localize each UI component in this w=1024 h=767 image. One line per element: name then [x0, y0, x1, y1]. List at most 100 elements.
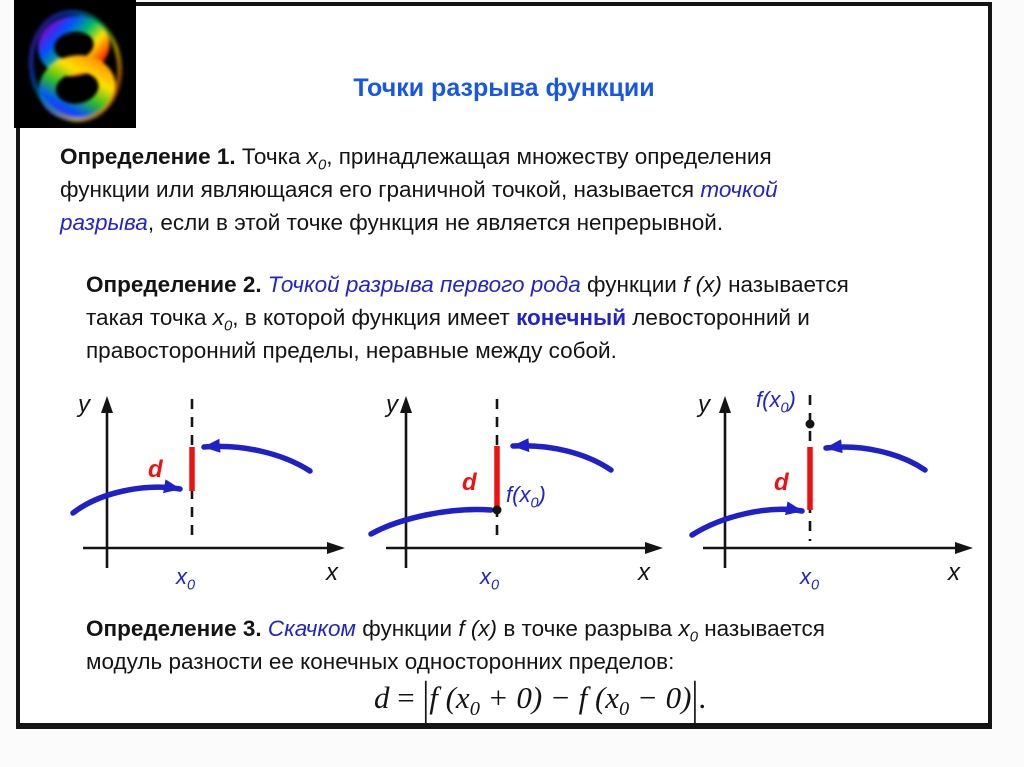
- left-limit-curve: [70, 479, 183, 516]
- definition-2-heading: Определение 2.: [86, 272, 262, 297]
- text-run: левосторонний и: [632, 305, 810, 330]
- formula-f2: f (x: [578, 680, 620, 715]
- definition-2-line-2: такая точка x0, в которой функция имеет …: [86, 301, 849, 334]
- text-run: , если в этой точке функция не является …: [147, 210, 724, 235]
- text-run: функции: [587, 272, 677, 297]
- formula-d: d: [373, 680, 390, 715]
- graph-jump-value-left: y x x0 d f(x0): [348, 383, 668, 598]
- text-run: , принадлежащая множеству определения: [326, 144, 772, 169]
- x0-base: x: [176, 564, 187, 589]
- x-axis-label: x: [638, 559, 650, 586]
- text-run: модуль разности ее конечных односторонни…: [86, 649, 675, 674]
- text-run: Точка: [241, 144, 301, 169]
- math-func-fx: f (x): [458, 616, 498, 641]
- definition-3-line-1: Определение 3. Скачком функции f (x) в т…: [86, 612, 825, 645]
- text-run: правосторонний пределы, неравные между с…: [86, 338, 617, 363]
- math-var-x: x: [306, 144, 318, 169]
- x-axis-arrow: [327, 542, 345, 554]
- abs-bar-open: |: [422, 673, 430, 728]
- x0-sub: 0: [491, 577, 500, 594]
- math-var-sub: 0: [317, 157, 327, 174]
- x0-label: x0: [480, 564, 500, 594]
- left-limit-curve: [368, 506, 494, 537]
- graph-3-canvas: [689, 395, 973, 568]
- text-run: такая точка: [86, 305, 207, 330]
- x0-label: x0: [800, 564, 820, 594]
- slide-canvas: Точки разрыва функции Определение 1. Точ…: [16, 2, 992, 729]
- term-point-of-discontinuity: разрыва: [60, 210, 148, 235]
- x-axis-arrow: [645, 542, 663, 554]
- definition-3-heading: Определение 3.: [86, 616, 262, 641]
- term-point-of-discontinuity: точкой: [700, 177, 778, 202]
- right-limit-curve: [510, 438, 614, 473]
- math-var-x: x: [212, 305, 225, 330]
- fx0-pre: f(x: [506, 482, 531, 507]
- definition-2: Определение 2. Точкой разрыва первого ро…: [86, 268, 849, 367]
- definition-1: Определение 1. Точка x0, принадлежащая м…: [60, 140, 778, 239]
- text-run: , в которой функция имеет: [232, 305, 510, 330]
- formula-sub2: 0: [619, 698, 630, 721]
- formula-mid: + 0) −: [479, 680, 579, 715]
- fx0-label: f(x0): [506, 482, 546, 512]
- function-value-dot: [492, 505, 502, 515]
- fx0-label: f(x0): [756, 387, 796, 417]
- text-run: в точке разрыва: [503, 616, 673, 641]
- x-axis-arrow: [955, 542, 973, 554]
- definition-3-line-2: модуль разности ее конечных односторонни…: [86, 645, 825, 678]
- logo-torus-shape: [28, 9, 123, 123]
- y-axis-label: y: [698, 391, 710, 418]
- formula-period: .: [698, 680, 707, 715]
- y-axis-label: y: [386, 391, 398, 418]
- y-axis-arrow: [719, 396, 731, 413]
- text-run: называется: [728, 272, 849, 297]
- y-axis-arrow: [101, 396, 113, 413]
- term-first-kind-discontinuity: Точкой разрыва первого рода: [267, 272, 581, 297]
- right-limit-curve: [201, 438, 313, 474]
- definition-1-line-2: функции или являющаяся его граничной точ…: [60, 173, 778, 206]
- x0-base: x: [480, 564, 491, 589]
- math-func-fx: f (x): [683, 272, 722, 297]
- definition-2-line-1: Определение 2. Точкой разрыва первого ро…: [86, 268, 849, 301]
- fx0-close: ): [788, 387, 796, 412]
- function-value-dot: [805, 419, 815, 429]
- graph-2-canvas: [368, 396, 663, 568]
- definition-3: Определение 3. Скачком функции f (x) в т…: [86, 612, 825, 678]
- jump-formula: d = |f (x0 + 0) − f (x0 − 0)|.: [20, 673, 988, 727]
- x-axis-label: x: [948, 559, 960, 586]
- fx0-close: ): [538, 482, 546, 507]
- text-run: функции: [362, 616, 453, 641]
- x0-base: x: [800, 564, 811, 589]
- x0-sub: 0: [811, 577, 820, 594]
- definition-2-line-3: правосторонний пределы, неравные между с…: [86, 334, 849, 367]
- right-limit-curve: [823, 439, 928, 473]
- left-limit-curve: [689, 501, 805, 538]
- text-run: называется: [704, 616, 825, 641]
- graph-jump-value-above: y x x0 d f(x0): [658, 383, 978, 598]
- graph-jump-undefined: y x x0 d: [30, 383, 350, 598]
- formula-equals: =: [397, 680, 415, 715]
- jump-label: d: [462, 469, 477, 496]
- formula-f1: f (x: [429, 680, 470, 715]
- definition-1-line-3: разрыва, если в этой точке функция не яв…: [60, 206, 778, 239]
- formula-tail: − 0): [629, 680, 692, 715]
- abs-bar-close: |: [691, 673, 699, 728]
- x-axis-label: x: [326, 559, 338, 586]
- jump-label: d: [774, 469, 789, 496]
- definition-1-heading: Определение 1.: [60, 144, 236, 169]
- slide-title: Точки разрыва функции: [353, 74, 655, 102]
- x0-label: x0: [176, 564, 196, 594]
- term-jump: Скачком: [267, 616, 356, 641]
- fx0-sub: 0: [780, 400, 789, 417]
- jump-label: d: [148, 456, 163, 483]
- definition-1-line-1: Определение 1. Точка x0, принадлежащая м…: [60, 140, 778, 173]
- text-run: функции или являющаяся его граничной точ…: [60, 177, 695, 202]
- fx0-sub: 0: [530, 495, 539, 512]
- math-var-x: x: [678, 616, 690, 641]
- rainbow-torus-logo: [14, 0, 136, 128]
- graph-1-canvas: [70, 396, 345, 568]
- x0-sub: 0: [187, 577, 196, 594]
- y-axis-arrow: [400, 396, 412, 413]
- math-var-sub: 0: [689, 629, 698, 646]
- formula-sub1: 0: [469, 698, 480, 721]
